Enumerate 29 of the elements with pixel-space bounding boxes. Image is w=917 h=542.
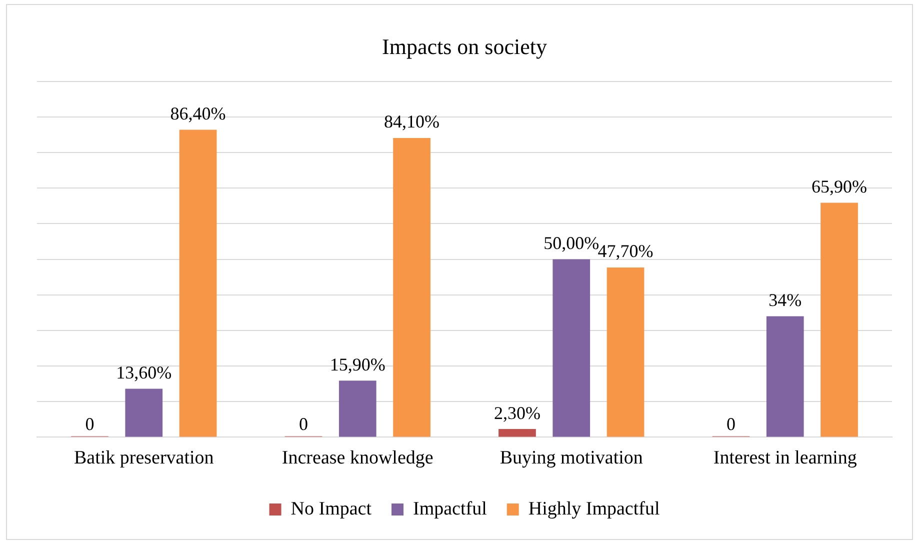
- bar: [606, 267, 644, 437]
- bar: [498, 429, 536, 437]
- data-label: 0: [85, 414, 94, 434]
- bar: [338, 380, 376, 437]
- x-tick-label: Interest in learning: [713, 448, 858, 469]
- data-label: 86,40%: [170, 104, 226, 124]
- data-label: 84,10%: [384, 112, 440, 132]
- data-label: 34%: [768, 290, 802, 310]
- legend-label: Impactful: [412, 498, 487, 520]
- data-label: 0: [298, 414, 308, 434]
- legend-label: Highly Impactful: [528, 498, 660, 520]
- data-label: 2,30%: [494, 402, 540, 423]
- bar: [179, 130, 217, 437]
- bar: [766, 316, 804, 437]
- data-label: 47,70%: [598, 241, 654, 262]
- x-tick-label: Increase knowledge: [282, 448, 434, 469]
- legend-label: No Impact: [290, 498, 372, 520]
- bar: [125, 388, 163, 437]
- data-label: 0: [726, 414, 736, 434]
- x-tick-label: Batik preservation: [74, 448, 214, 469]
- bar: [820, 202, 858, 437]
- data-label: 15,90%: [330, 354, 386, 374]
- x-tick-label: Buying motivation: [500, 448, 644, 469]
- data-label: 65,90%: [812, 176, 868, 196]
- bar: [393, 138, 430, 437]
- bar: [552, 259, 590, 437]
- data-label: 50,00%: [544, 233, 600, 254]
- data-label: 13,60%: [116, 362, 172, 383]
- chart-title: Impacts on society: [382, 34, 547, 59]
